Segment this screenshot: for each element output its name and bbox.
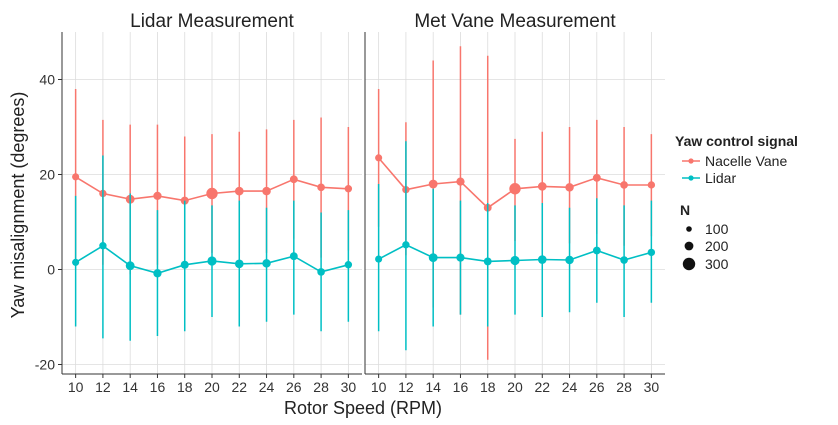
legend-size-label-300: 300: [705, 256, 729, 272]
x-tick-label-lidar-measurement-22: 22: [231, 379, 247, 395]
x-tick-label-lidar-measurement-30: 30: [341, 379, 357, 395]
point-lidar-measurement-lidar-16: [153, 269, 162, 278]
x-tick-label-lidar-measurement-28: 28: [313, 379, 329, 395]
legend-size-100: 100: [686, 221, 729, 237]
legend-key-nacelle-vane: Nacelle Vane: [682, 153, 787, 169]
x-tick-label-met-vane-measurement-10: 10: [371, 379, 387, 395]
legend-size-300: 300: [682, 256, 729, 272]
point-lidar-measurement-nacelle-vane-26: [289, 175, 298, 184]
point-met-vane-measurement-lidar-18: [483, 257, 492, 266]
legend-size-dot-200: [684, 241, 694, 251]
axes: 10 12 14 16 18 20 22 24 26 28 30 10 12 14 16 18 20 22 24 26…: [35, 32, 665, 395]
point-lidar-measurement-nacelle-vane-24: [262, 186, 271, 196]
x-tick-label-lidar-measurement-16: 16: [150, 379, 166, 395]
point-met-vane-measurement-nacelle-vane-30: [647, 181, 656, 189]
y-axis-title: Yaw misalignment (degrees): [8, 92, 28, 319]
point-met-vane-measurement-lidar-14: [428, 253, 438, 263]
point-met-vane-measurement-lidar-22: [537, 255, 547, 264]
point-lidar-measurement-lidar-24: [262, 259, 271, 268]
point-lidar-measurement-nacelle-vane-30: [344, 185, 353, 193]
point-lidar-measurement-nacelle-vane-22: [234, 186, 244, 196]
x-tick-label-met-vane-measurement-18: 18: [480, 379, 496, 395]
point-met-vane-measurement-lidar-28: [620, 256, 628, 264]
point-lidar-measurement-nacelle-vane-28: [317, 183, 325, 192]
point-met-vane-measurement-nacelle-vane-16: [456, 177, 465, 186]
legend-size-dot-100: [686, 226, 692, 232]
point-met-vane-measurement-lidar-12: [402, 241, 410, 249]
x-tick-label-lidar-measurement-10: 10: [68, 379, 84, 395]
x-tick-label-met-vane-measurement-28: 28: [616, 379, 632, 395]
legend-label-nacelle-vane: Nacelle Vane: [705, 153, 787, 169]
point-met-vane-measurement-nacelle-vane-14: [428, 179, 438, 189]
x-tick-label-met-vane-measurement-24: 24: [562, 379, 578, 395]
legend: Yaw control signal Nacelle Vane Lidar N …: [675, 133, 798, 272]
point-met-vane-measurement-lidar-16: [456, 253, 465, 262]
x-tick-label-met-vane-measurement-20: 20: [507, 379, 523, 395]
legend-size-title: N: [680, 202, 690, 218]
x-tick-label-met-vane-measurement-30: 30: [644, 379, 660, 395]
x-tick-label-met-vane-measurement-14: 14: [425, 379, 441, 395]
point-lidar-measurement-lidar-28: [317, 268, 325, 276]
y-tick-label--20: -20: [35, 357, 55, 373]
panel-title-met-vane: Met Vane Measurement: [414, 11, 616, 32]
point-lidar-measurement-lidar-18: [180, 260, 189, 269]
point-met-vane-measurement-nacelle-vane-24: [565, 183, 574, 192]
point-lidar-measurement-lidar-10: [72, 258, 80, 266]
point-lidar-measurement-nacelle-vane-20: [206, 187, 218, 200]
x-tick-label-lidar-measurement-12: 12: [95, 379, 111, 395]
x-tick-label-lidar-measurement-14: 14: [122, 379, 138, 395]
y-tick-label-40: 40: [39, 72, 55, 88]
point-lidar-measurement-lidar-14: [125, 261, 135, 271]
x-tick-label-met-vane-measurement-12: 12: [398, 379, 414, 395]
point-met-vane-measurement-lidar-20: [510, 255, 520, 266]
point-met-vane-measurement-nacelle-vane-10: [375, 154, 383, 162]
y-tick-label-20: 20: [39, 167, 55, 183]
x-axis-title: Rotor Speed (RPM): [284, 398, 442, 418]
point-lidar-measurement-lidar-26: [289, 252, 298, 261]
point-met-vane-measurement-lidar-26: [592, 246, 601, 255]
point-lidar-measurement-lidar-22: [234, 259, 244, 269]
legend-size-200: 200: [684, 238, 729, 254]
point-lidar-measurement-nacelle-vane-16: [153, 191, 162, 201]
x-tick-label-lidar-measurement-26: 26: [286, 379, 302, 395]
x-tick-label-lidar-measurement-20: 20: [204, 379, 220, 395]
point-met-vane-measurement-nacelle-vane-28: [620, 181, 628, 189]
point-met-vane-measurement-nacelle-vane-20: [509, 183, 521, 195]
point-met-vane-measurement-lidar-24: [565, 255, 574, 265]
legend-key-lidar: Lidar: [682, 170, 736, 186]
point-lidar-measurement-lidar-12: [99, 242, 107, 250]
legend-size-dot-300: [682, 257, 696, 271]
legend-label-lidar: Lidar: [705, 170, 736, 186]
point-met-vane-measurement-lidar-10: [375, 255, 383, 263]
legend-size-label-200: 200: [705, 238, 729, 254]
x-tick-label-lidar-measurement-18: 18: [177, 379, 193, 395]
panel-title-lidar: Lidar Measurement: [130, 11, 294, 32]
point-met-vane-measurement-nacelle-vane-26: [592, 173, 601, 182]
point-met-vane-measurement-nacelle-vane-22: [537, 182, 547, 191]
chart-marks: [72, 46, 656, 360]
x-tick-label-met-vane-measurement-16: 16: [453, 379, 469, 395]
legend-color-title: Yaw control signal: [675, 133, 798, 149]
x-tick-label-lidar-measurement-24: 24: [259, 379, 275, 395]
x-tick-label-met-vane-measurement-22: 22: [534, 379, 550, 395]
x-tick-label-met-vane-measurement-26: 26: [589, 379, 605, 395]
point-lidar-measurement-lidar-30: [344, 261, 353, 269]
gridlines: [62, 32, 665, 374]
legend-size-label-100: 100: [705, 221, 729, 237]
point-lidar-measurement-lidar-20: [207, 256, 217, 266]
y-tick-label-0: 0: [47, 262, 55, 278]
point-lidar-measurement-nacelle-vane-10: [72, 173, 80, 181]
point-met-vane-measurement-lidar-30: [647, 248, 656, 257]
legend-dot-nacelle-vane: [688, 158, 694, 164]
legend-dot-lidar: [688, 175, 694, 181]
